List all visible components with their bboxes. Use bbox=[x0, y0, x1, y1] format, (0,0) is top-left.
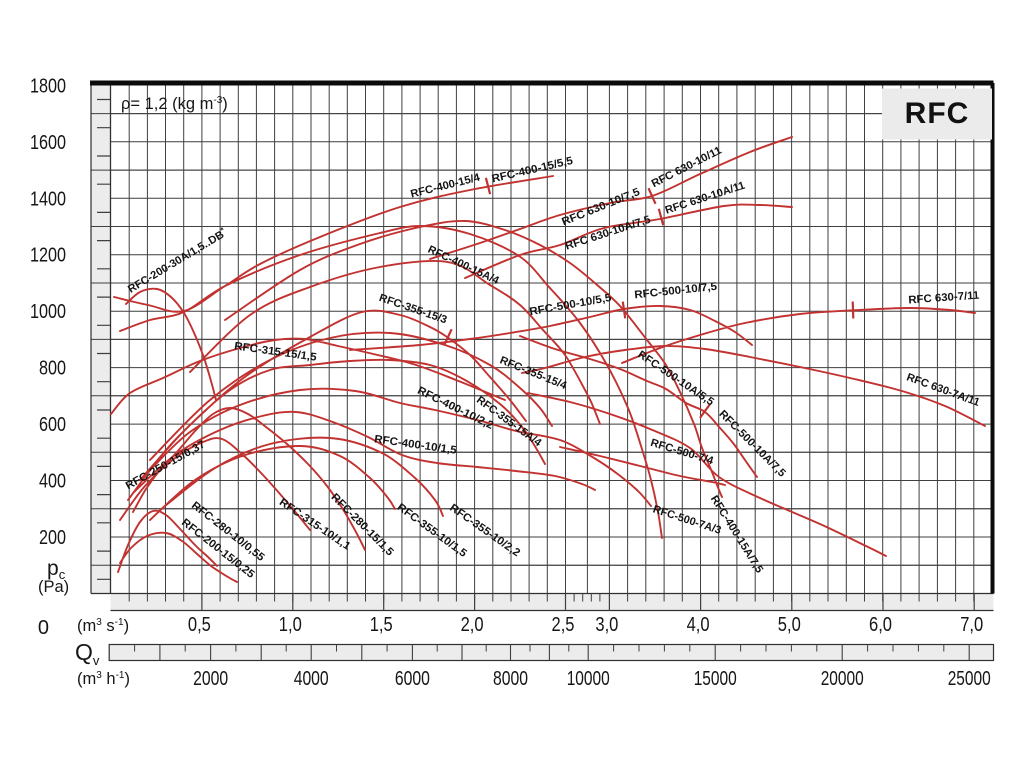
svg-text:1400: 1400 bbox=[30, 188, 66, 210]
svg-text:1200: 1200 bbox=[30, 245, 66, 267]
svg-text:20000: 20000 bbox=[821, 668, 864, 690]
svg-text:200: 200 bbox=[39, 527, 66, 549]
svg-text:15000: 15000 bbox=[694, 668, 737, 690]
svg-text:800: 800 bbox=[39, 358, 66, 380]
svg-text:2,0: 2,0 bbox=[461, 614, 484, 636]
svg-text:1000: 1000 bbox=[30, 301, 66, 323]
svg-text:1,5: 1,5 bbox=[370, 614, 393, 636]
svg-text:5,0: 5,0 bbox=[778, 614, 801, 636]
svg-text:400: 400 bbox=[39, 471, 66, 493]
svg-text:1800: 1800 bbox=[30, 75, 66, 97]
svg-text:2000: 2000 bbox=[193, 668, 228, 690]
svg-text:2,5: 2,5 bbox=[552, 614, 575, 636]
svg-text:0,5: 0,5 bbox=[188, 614, 211, 636]
svg-text:6,0: 6,0 bbox=[869, 614, 892, 636]
svg-text:10000: 10000 bbox=[567, 668, 610, 690]
svg-text:8000: 8000 bbox=[493, 668, 528, 690]
svg-text:1600: 1600 bbox=[30, 132, 66, 154]
svg-text:RFC 630-7/11: RFC 630-7/11 bbox=[908, 290, 980, 307]
svg-text:6000: 6000 bbox=[395, 668, 430, 690]
svg-text:(Pa): (Pa) bbox=[38, 578, 69, 596]
svg-text:Qv: Qv bbox=[75, 639, 100, 668]
svg-text:RFC: RFC bbox=[905, 97, 970, 130]
svg-text:1,0: 1,0 bbox=[279, 614, 302, 636]
svg-text:ρ= 1,2 (kg m-3): ρ= 1,2 (kg m-3) bbox=[121, 95, 228, 113]
svg-text:25000: 25000 bbox=[948, 668, 991, 690]
svg-text:4000: 4000 bbox=[294, 668, 329, 690]
svg-text:600: 600 bbox=[39, 414, 66, 436]
svg-text:7,0: 7,0 bbox=[960, 614, 983, 636]
svg-text:3,0: 3,0 bbox=[595, 614, 618, 636]
svg-text:4,0: 4,0 bbox=[687, 614, 710, 636]
svg-text:0: 0 bbox=[38, 617, 49, 639]
